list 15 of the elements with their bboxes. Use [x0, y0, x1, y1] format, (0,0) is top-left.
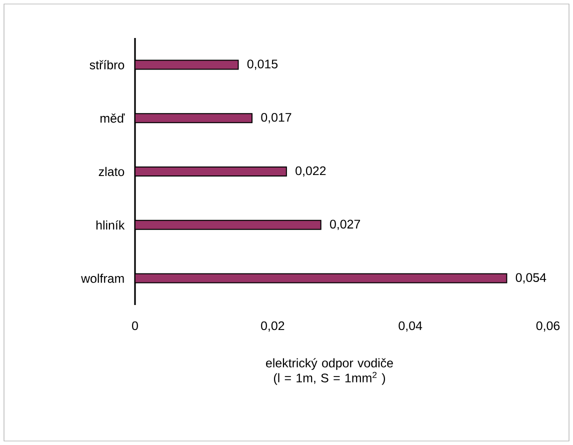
- y-tick-label: hliník: [96, 220, 125, 230]
- y-tick-label: wolfram: [81, 274, 124, 283]
- data-label: 0,054: [516, 273, 546, 284]
- x-axis-title: elektrický odpor vodiče (l = 1m, S = 1mm$^{2}$ ): [266, 358, 393, 385]
- data-label: 0,015: [247, 60, 278, 70]
- data-label: 0,017: [261, 112, 292, 124]
- x-tick-label: 0,06: [536, 321, 560, 332]
- y-tick-label: stříbro: [90, 60, 124, 70]
- x-tick-label: 0,04: [398, 321, 422, 332]
- data-label: 0,022: [296, 166, 326, 177]
- y-tick-label: zlato: [98, 166, 124, 176]
- x-tick-label: 0: [132, 321, 138, 330]
- x-tick-label: 0,02: [261, 321, 284, 332]
- y-tick-label: měď: [100, 114, 125, 123]
- data-label: 0,027: [330, 220, 360, 230]
